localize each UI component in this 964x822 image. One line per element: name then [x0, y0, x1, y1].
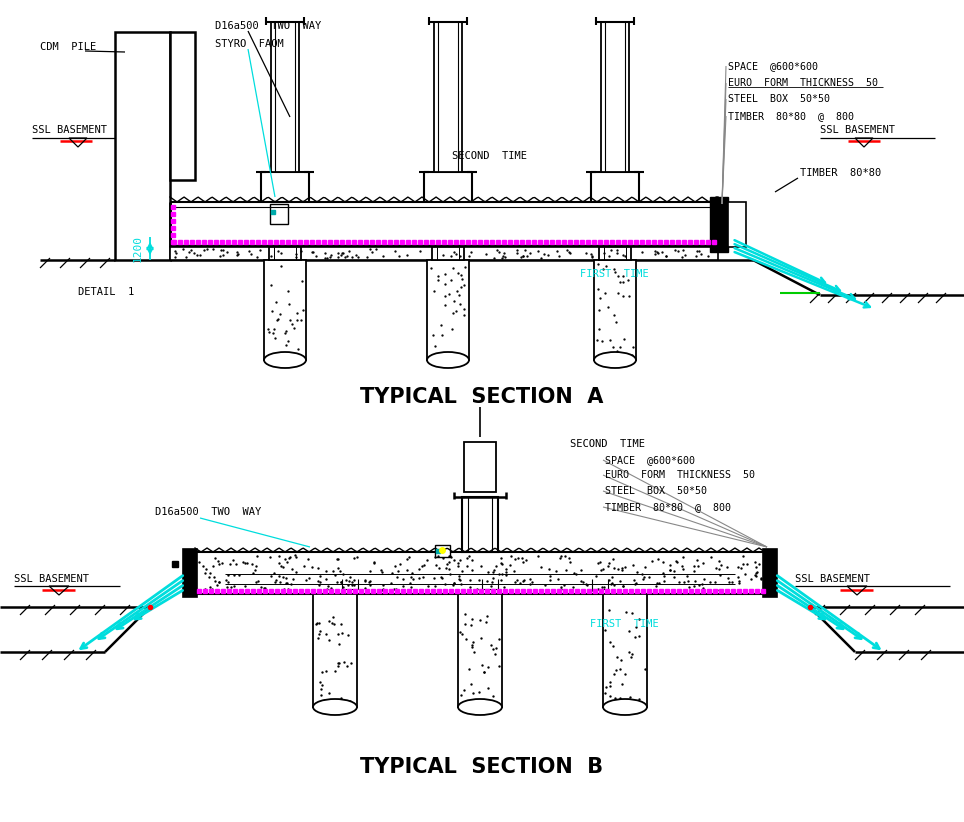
Bar — [170, 32, 195, 180]
Bar — [271, 22, 299, 172]
Bar — [435, 545, 450, 557]
Text: EURO  FORM  THICKNESS  50: EURO FORM THICKNESS 50 — [728, 78, 878, 88]
Text: SSL BASEMENT: SSL BASEMENT — [820, 125, 895, 135]
Text: CDM  PILE: CDM PILE — [40, 42, 96, 52]
Ellipse shape — [427, 352, 469, 368]
Bar — [264, 260, 306, 360]
Text: SSL BASEMENT: SSL BASEMENT — [32, 125, 107, 135]
Text: DETAIL  1: DETAIL 1 — [78, 287, 134, 297]
Bar — [195, 552, 765, 594]
Text: TIMBER  80*80  @  800: TIMBER 80*80 @ 800 — [728, 111, 854, 121]
Text: EURO  FORM  THICKNESS  50: EURO FORM THICKNESS 50 — [605, 470, 755, 480]
Bar — [710, 197, 728, 252]
Text: TYPICAL  SECTION  A: TYPICAL SECTION A — [361, 387, 603, 407]
Text: FIRST  TIME: FIRST TIME — [580, 269, 649, 279]
Bar — [601, 22, 629, 172]
Ellipse shape — [594, 352, 636, 368]
Bar — [269, 247, 301, 260]
Text: STEEL  BOX  50*50: STEEL BOX 50*50 — [605, 486, 707, 496]
Text: 1200: 1200 — [133, 235, 143, 262]
Bar — [270, 204, 288, 224]
Ellipse shape — [603, 699, 647, 715]
Text: TIMBER  80*80: TIMBER 80*80 — [800, 168, 881, 178]
Bar — [728, 202, 746, 247]
Bar — [115, 32, 170, 260]
Bar — [594, 260, 636, 360]
Bar — [458, 594, 502, 707]
Bar — [427, 260, 469, 360]
Text: D16a500  TWO  WAY: D16a500 TWO WAY — [155, 507, 261, 517]
Bar — [170, 247, 718, 260]
Text: TYPICAL  SECTION  B: TYPICAL SECTION B — [361, 757, 603, 777]
Text: D16a500  TWO  WAY: D16a500 TWO WAY — [215, 21, 321, 31]
Text: STYRO  FAOM: STYRO FAOM — [215, 39, 283, 49]
Bar — [464, 442, 496, 492]
Bar — [763, 549, 777, 597]
Ellipse shape — [458, 699, 502, 715]
Bar — [603, 594, 647, 707]
Bar — [434, 22, 462, 172]
Bar — [170, 5, 718, 202]
Text: SECOND  TIME: SECOND TIME — [570, 439, 645, 449]
Text: SPACE  @600*600: SPACE @600*600 — [728, 61, 818, 71]
Text: TIMBER  80*80  @  800: TIMBER 80*80 @ 800 — [605, 502, 731, 512]
Text: SSL BASEMENT: SSL BASEMENT — [795, 574, 870, 584]
Ellipse shape — [313, 699, 357, 715]
Bar — [313, 594, 357, 707]
Bar — [432, 247, 464, 260]
Text: SECOND  TIME: SECOND TIME — [452, 151, 527, 161]
Text: FIRST  TIME: FIRST TIME — [590, 619, 658, 629]
Bar — [599, 247, 631, 260]
Text: SPACE  @600*600: SPACE @600*600 — [605, 455, 695, 465]
Bar — [462, 497, 498, 552]
Text: SSL BASEMENT: SSL BASEMENT — [14, 574, 89, 584]
Bar — [183, 549, 197, 597]
Ellipse shape — [264, 352, 306, 368]
Text: STEEL  BOX  50*50: STEEL BOX 50*50 — [728, 94, 830, 104]
